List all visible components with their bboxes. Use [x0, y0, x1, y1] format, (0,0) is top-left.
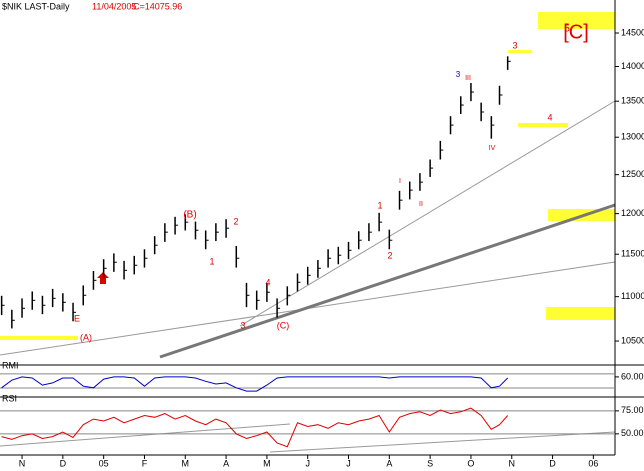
wave-label: E [74, 313, 80, 323]
y-tick-label: 12000 [621, 208, 644, 218]
wave-label: III [465, 75, 471, 82]
trend-line [239, 100, 616, 327]
wave-label: 3 [456, 70, 461, 79]
x-tick-label: A [223, 458, 229, 468]
y-tick-label: 60.00 [621, 371, 644, 381]
panel-title: RMI [2, 360, 19, 370]
trend-line [0, 423, 291, 447]
x-tick-label: D [549, 458, 556, 468]
wave-label: (A) [80, 332, 92, 342]
level-box [518, 123, 568, 127]
wave-label: 5 [564, 24, 570, 35]
wave-label: 2 [387, 250, 392, 260]
wave-label: I [399, 178, 401, 185]
y-tick-label: 11500 [621, 249, 644, 259]
x-tick-label: N [19, 458, 26, 468]
trend-lines [0, 100, 616, 453]
level-box [546, 307, 615, 320]
y-tick-label: 14500 [621, 27, 644, 37]
trend-line [159, 203, 616, 359]
wave-label: II [419, 201, 423, 208]
wave-label: 1 [377, 200, 382, 210]
wave-label: 4 [265, 277, 270, 287]
x-tick-label: 05 [99, 458, 109, 468]
arrow [97, 272, 109, 284]
x-tick-label: J [305, 458, 310, 468]
date-label: 11/04/2005 [92, 1, 136, 11]
indicator-line [1, 407, 509, 448]
indicator-line [1, 376, 509, 392]
wave-label: 2 [233, 216, 238, 226]
panel-title: RSI [2, 393, 17, 403]
x-tick-label: 06 [588, 458, 598, 468]
chart-title: $NIK LAST-Daily [2, 1, 70, 11]
x-tick-label: F [142, 458, 148, 468]
level-box [508, 50, 532, 53]
trend-line [269, 431, 616, 453]
y-tick-label: 14000 [621, 61, 644, 71]
level-box [0, 336, 78, 340]
level-box [538, 12, 615, 29]
y-tick-label: 10500 [621, 335, 644, 345]
x-tick-label: O [467, 458, 474, 468]
last-label: C=14075.96 [133, 1, 182, 11]
wave-label: 3 [512, 40, 517, 50]
x-tick-label: M [263, 458, 271, 468]
x-tick-label: S [427, 458, 433, 468]
y-tick-label: 75.00 [621, 405, 644, 415]
x-tick-label: N [509, 458, 516, 468]
y-tick-label: 12500 [621, 169, 644, 179]
y-tick-label: 50.00 [621, 428, 644, 438]
wave-label: [C] [563, 21, 589, 43]
wave-label: 1 [209, 256, 214, 266]
x-tick-label: M [182, 458, 190, 468]
wave-label: (B) [183, 210, 196, 221]
wave-label: 4 [547, 112, 552, 122]
wave-label: IV [489, 145, 496, 152]
x-tick-label: J [346, 458, 351, 468]
wave-label: 3 [240, 320, 245, 330]
x-tick-label: A [386, 458, 392, 468]
y-tick-label: 13000 [621, 132, 644, 142]
x-tick-label: D [60, 458, 67, 468]
y-tick-label: 13500 [621, 96, 644, 106]
wave-label: (C) [277, 320, 290, 330]
y-tick-label: 11000 [621, 291, 644, 301]
